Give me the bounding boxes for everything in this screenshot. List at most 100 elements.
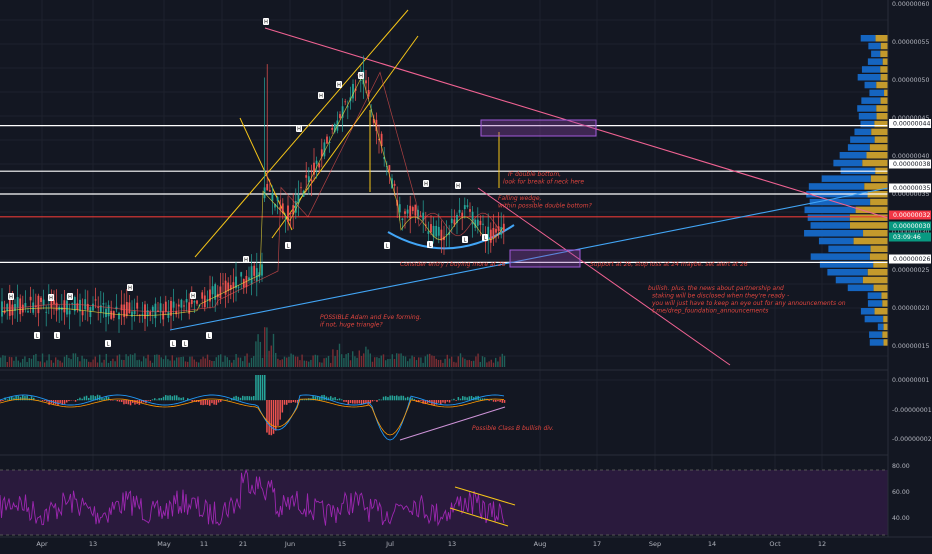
volume-bar bbox=[35, 354, 36, 367]
volume-profile-bar bbox=[881, 74, 888, 81]
macd-histogram-bar bbox=[264, 375, 266, 400]
volume-bar bbox=[356, 358, 357, 367]
macd-histogram-bar bbox=[341, 399, 343, 400]
candle-body bbox=[69, 310, 71, 314]
candle-body bbox=[178, 305, 180, 307]
pivot-label: L bbox=[172, 342, 175, 348]
candle-body bbox=[17, 297, 19, 307]
candle-body bbox=[407, 210, 409, 214]
volume-bar bbox=[4, 356, 5, 367]
candle-body bbox=[438, 227, 440, 236]
macd-histogram-bar bbox=[407, 397, 409, 400]
candle-body bbox=[220, 286, 222, 298]
volume-bar bbox=[187, 362, 188, 367]
candle-body bbox=[66, 301, 68, 315]
date-axis-background bbox=[0, 537, 932, 550]
candle-body bbox=[467, 205, 469, 207]
candle-body bbox=[90, 307, 92, 317]
volume-profile-bar bbox=[854, 238, 888, 245]
candle-body bbox=[131, 312, 133, 317]
volume-bar bbox=[57, 360, 58, 367]
candle-body bbox=[32, 303, 34, 313]
annotation-bullish-line: t.me/drep_foundation_announcements bbox=[652, 308, 768, 315]
price-axis: 0.000000600.000000550.000000500.00000045… bbox=[888, 0, 932, 550]
macd-histogram-bar bbox=[240, 398, 242, 401]
pivot-label: L bbox=[386, 244, 389, 250]
volume-profile-bar bbox=[805, 207, 856, 214]
volume-bar bbox=[26, 362, 27, 367]
volume-bar bbox=[374, 357, 375, 367]
candle-body bbox=[149, 312, 151, 316]
macd-histogram-bar bbox=[266, 400, 268, 433]
volume-bar bbox=[106, 354, 107, 367]
candle-body bbox=[389, 165, 391, 172]
volume-bar bbox=[33, 355, 34, 367]
date-tick-label: 21 bbox=[239, 540, 247, 548]
macd-histogram-bar bbox=[359, 400, 361, 403]
volume-bar bbox=[378, 358, 379, 367]
volume-bar bbox=[233, 360, 234, 367]
candle-body bbox=[415, 205, 417, 216]
macd-histogram-bar bbox=[209, 400, 211, 406]
macd-histogram-bar bbox=[286, 400, 288, 405]
volume-bar bbox=[260, 342, 261, 367]
annotation-double-bottom-line: IF double bottom, bbox=[508, 171, 561, 178]
candle-body bbox=[212, 286, 214, 294]
macd-histogram-bar bbox=[167, 396, 169, 401]
volume-bar bbox=[51, 360, 52, 367]
candle-body bbox=[25, 303, 27, 307]
candle-body bbox=[181, 300, 183, 308]
volume-profile-bar bbox=[870, 144, 888, 151]
candle-body bbox=[316, 161, 318, 164]
volume-bar bbox=[22, 359, 23, 367]
candle-body bbox=[459, 210, 461, 213]
pivot-label: H bbox=[297, 127, 301, 133]
volume-bar bbox=[425, 356, 426, 367]
pivot-label: H bbox=[49, 296, 53, 302]
macd-histogram-bar bbox=[112, 400, 114, 401]
macd-histogram-bar bbox=[150, 400, 152, 401]
macd-histogram-bar bbox=[251, 397, 253, 401]
volume-bar bbox=[0, 358, 1, 367]
candle-body bbox=[134, 311, 136, 314]
macd-histogram-bar bbox=[396, 395, 398, 400]
volume-profile-bar bbox=[870, 253, 888, 260]
volume-bar bbox=[231, 363, 232, 367]
volume-bar bbox=[101, 363, 102, 367]
macd-histogram-bar bbox=[216, 400, 218, 405]
candle-body bbox=[266, 184, 268, 190]
macd-histogram-bar bbox=[304, 400, 306, 401]
pivot-label: L bbox=[464, 238, 467, 244]
macd-histogram-bar bbox=[81, 399, 83, 401]
volume-bar bbox=[304, 361, 305, 367]
candle-body bbox=[84, 299, 86, 309]
volume-bar bbox=[139, 360, 140, 367]
macd-histogram-bar bbox=[20, 397, 22, 400]
pivot-label: L bbox=[208, 334, 211, 340]
volume-bar bbox=[460, 353, 461, 367]
volume-bar bbox=[128, 356, 129, 367]
macd-histogram-bar bbox=[125, 400, 127, 404]
candle-body bbox=[240, 272, 242, 276]
candle-body bbox=[477, 220, 479, 226]
candle-body bbox=[201, 292, 203, 298]
macd-histogram-bar bbox=[244, 396, 246, 400]
volume-profile-bar bbox=[880, 66, 888, 73]
volume-bar bbox=[220, 354, 221, 367]
volume-bar bbox=[317, 355, 318, 367]
macd-histogram-bar bbox=[451, 400, 453, 401]
rsi-tick-label: 80.00 bbox=[892, 463, 910, 470]
candle-body bbox=[9, 299, 11, 316]
candle-body bbox=[326, 137, 328, 144]
volume-bar bbox=[249, 363, 250, 367]
candle-body bbox=[71, 303, 73, 304]
volume-profile-bar bbox=[850, 214, 888, 221]
volume-bar bbox=[326, 358, 327, 367]
volume-profile-bar bbox=[881, 292, 888, 299]
date-tick-label: May bbox=[157, 540, 171, 548]
macd-histogram-bar bbox=[394, 396, 396, 400]
volume-profile-bar bbox=[883, 58, 888, 65]
